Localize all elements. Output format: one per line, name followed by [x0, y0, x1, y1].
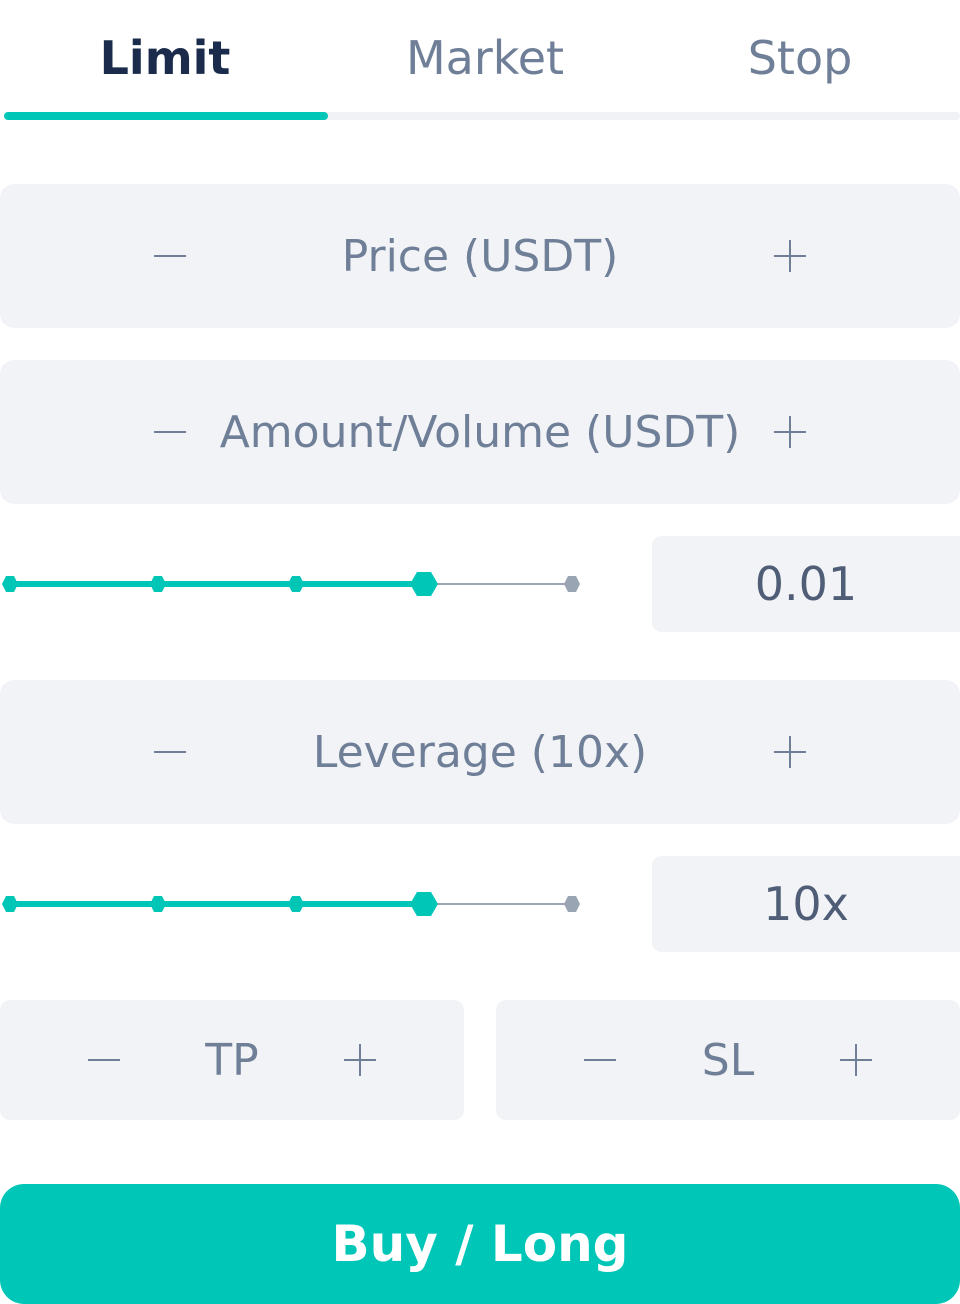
amount-slider-mark[interactable] [2, 576, 18, 592]
tab-stop[interactable]: Stop [747, 31, 853, 85]
amount-slider-mark[interactable] [564, 576, 580, 592]
amount-slider-thumb[interactable] [410, 572, 438, 596]
leverage-slider-mark[interactable] [150, 896, 166, 912]
amount-slider-mark[interactable] [150, 576, 166, 592]
amount-label[interactable]: Amount/Volume (USDT) [219, 406, 741, 458]
tp-label[interactable]: TP [205, 1034, 259, 1086]
amount-field: Amount/Volume (USDT) [0, 360, 960, 504]
sl-increase-button[interactable] [836, 1040, 876, 1080]
price-field: Price (USDT) [0, 184, 960, 328]
leverage-slider-mark[interactable] [564, 896, 580, 912]
amount-slider-fill [10, 581, 424, 587]
amount-slider-mark[interactable] [288, 576, 304, 592]
amount-slider[interactable] [0, 564, 590, 604]
leverage-slider[interactable] [0, 884, 590, 924]
tab-track [4, 112, 960, 120]
leverage-slider-thumb[interactable] [410, 892, 438, 916]
sl-field: SL [496, 1000, 960, 1120]
leverage-value-box[interactable]: 10x [652, 856, 960, 952]
leverage-decrease-button[interactable] [150, 732, 190, 772]
leverage-slider-fill [10, 901, 424, 907]
amount-value-box[interactable]: 0.01 [652, 536, 960, 632]
sl-decrease-button[interactable] [580, 1040, 620, 1080]
amount-decrease-button[interactable] [150, 412, 190, 452]
buy-long-button[interactable]: Buy / Long [0, 1184, 960, 1304]
tp-field: TP [0, 1000, 464, 1120]
price-decrease-button[interactable] [150, 236, 190, 276]
tab-active-indicator [4, 112, 328, 120]
price-label[interactable]: Price (USDT) [341, 230, 619, 282]
sl-label[interactable]: SL [701, 1034, 755, 1086]
amount-increase-button[interactable] [770, 412, 810, 452]
leverage-field: Leverage (10x) [0, 680, 960, 824]
leverage-slider-mark[interactable] [2, 896, 18, 912]
leverage-slider-mark[interactable] [288, 896, 304, 912]
order-type-tabs: Limit Market Stop [0, 0, 960, 120]
leverage-label[interactable]: Leverage (10x) [312, 726, 648, 778]
tp-increase-button[interactable] [340, 1040, 380, 1080]
tab-market[interactable]: Market [405, 31, 565, 85]
tp-decrease-button[interactable] [84, 1040, 124, 1080]
leverage-increase-button[interactable] [770, 732, 810, 772]
price-increase-button[interactable] [770, 236, 810, 276]
tab-limit[interactable]: Limit [99, 31, 231, 85]
